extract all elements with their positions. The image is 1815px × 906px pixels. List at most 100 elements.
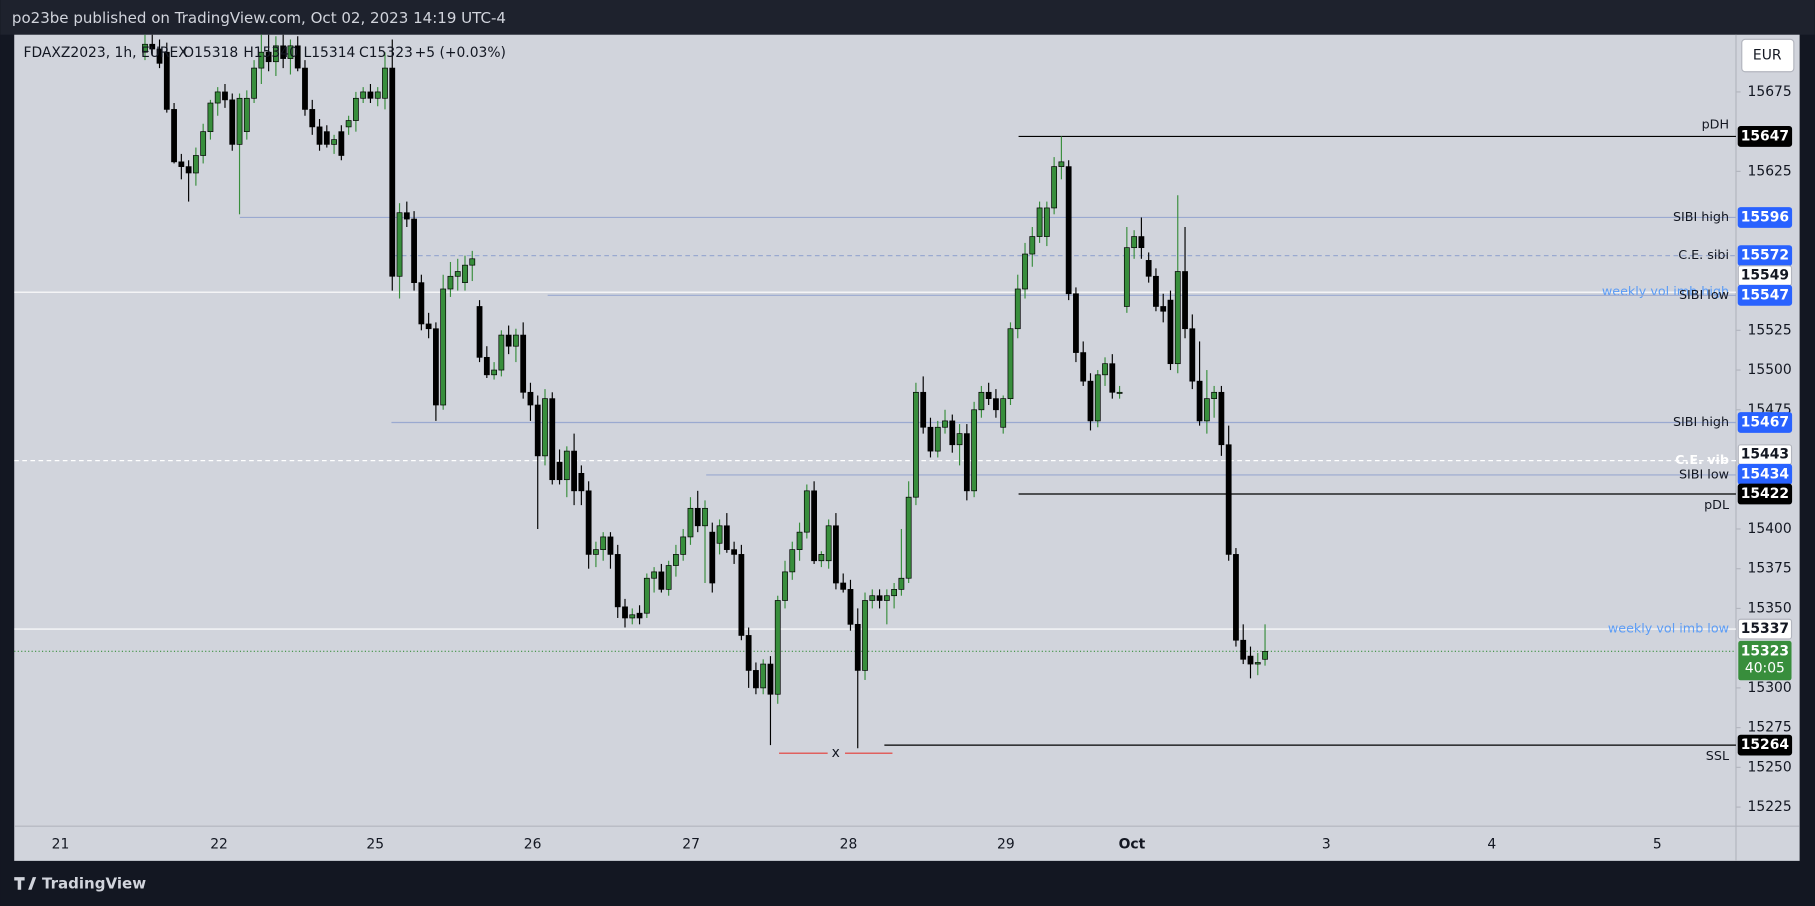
candle-body: [978, 391, 985, 411]
legend-high: H15340: [243, 45, 298, 61]
candle-body: [731, 549, 737, 555]
candle-body: [1240, 639, 1247, 660]
candle-body: [643, 577, 650, 614]
price-tag: [1737, 483, 1793, 505]
x-tick-label: 25: [366, 837, 384, 853]
candle-body: [1182, 271, 1188, 330]
price-tag-label: 15422: [1741, 486, 1789, 502]
candle-body: [549, 398, 556, 481]
candle-body: [1014, 288, 1021, 330]
candle-body: [949, 420, 956, 446]
candle-body: [498, 334, 505, 371]
price-tag: [1737, 207, 1793, 228]
candle-body: [513, 334, 519, 347]
candle-body: [1218, 391, 1225, 446]
candle-body: [163, 51, 170, 110]
candle-body: [142, 43, 148, 53]
overlay: 1522515250152751530015350153751540015475…: [52, 84, 1793, 853]
candle-body: [403, 212, 410, 220]
candle-body: [1087, 380, 1094, 422]
y-tick-label: 15250: [1748, 759, 1792, 775]
candle-body: [629, 614, 636, 619]
candle-body: [745, 635, 752, 671]
price-tag-label: 15443: [1741, 447, 1789, 463]
y-tick-label: 15275: [1748, 720, 1792, 736]
level-label: pDL: [1704, 497, 1730, 512]
candle-body: [1043, 207, 1050, 237]
price-tag: [1737, 734, 1793, 756]
candle-body: [1145, 260, 1152, 277]
x-tick-label: 29: [997, 837, 1015, 853]
price-tag: [1737, 126, 1793, 147]
level-label: SIBI low: [1679, 287, 1729, 302]
candle-body: [687, 507, 694, 538]
y-tick-label: 15500: [1748, 362, 1792, 378]
candle-body: [1036, 207, 1043, 237]
candle-body: [316, 126, 323, 145]
candle-body: [862, 600, 868, 671]
candle-body: [840, 582, 847, 590]
candle-body: [411, 218, 417, 283]
footer-brand: TradingView: [42, 875, 146, 893]
price-tag-label: 15572: [1741, 248, 1789, 264]
candle-body: [338, 131, 345, 156]
price-tag-label: 15337: [1741, 621, 1789, 637]
candle-body: [367, 91, 374, 99]
legend-close: C15323: [359, 45, 413, 61]
price-tag-label: 15434: [1741, 466, 1790, 482]
candle-body: [927, 426, 934, 452]
candle-body: [869, 595, 876, 601]
candle-body: [360, 91, 367, 99]
x-tick-label: 27: [682, 837, 700, 853]
candle-body: [651, 571, 657, 579]
candle-body: [1000, 398, 1007, 428]
x-tick-label: 28: [840, 837, 858, 853]
candle-body: [716, 525, 723, 544]
candle-body: [149, 43, 156, 50]
candle-body: [825, 525, 832, 562]
candle-body: [1102, 363, 1108, 376]
candle-body: [389, 67, 396, 277]
level-label: SSL: [1706, 748, 1730, 763]
x-tick-label: Oct: [1119, 837, 1146, 853]
level-label: weekly vol imb low: [1608, 621, 1729, 636]
candle-body: [222, 91, 228, 101]
currency-button[interactable]: [1741, 38, 1795, 73]
candle-body: [302, 67, 308, 110]
candle-body: [1189, 328, 1196, 382]
candle-body: [542, 398, 548, 457]
candle-body: [1247, 655, 1254, 665]
x-tick-label: 21: [52, 837, 70, 853]
publish-info: po23be published on TradingView.com, Oct…: [12, 9, 506, 27]
candle-body: [1065, 166, 1072, 295]
candle-body: [774, 600, 781, 695]
candle-body: [1254, 662, 1261, 665]
candle-body: [527, 391, 534, 406]
level-label: SIBI high: [1673, 209, 1729, 224]
currency[interactable]: EUR: [1753, 48, 1782, 64]
candle-body: [491, 369, 497, 376]
candle-body: [942, 420, 948, 428]
candle-body: [483, 356, 490, 376]
candle-body: [593, 549, 599, 555]
candle-body: [469, 258, 476, 266]
candle-body: [520, 334, 527, 393]
candle-body: [462, 264, 468, 283]
candle-body: [251, 67, 257, 99]
candle-body: [1029, 236, 1036, 255]
candle-body: [796, 531, 803, 550]
candle-body: [876, 595, 883, 601]
x-tick-label: 3: [1322, 837, 1331, 853]
candle-body: [454, 271, 461, 277]
chart-area: [14, 34, 1800, 861]
symbol: FDAXZ2023, 1h, EUREX: [23, 45, 188, 61]
candle-body: [1196, 380, 1203, 422]
price-tag: [1737, 618, 1793, 640]
candle-body: [563, 450, 570, 481]
candle-body: [258, 51, 265, 69]
candle-body: [847, 589, 854, 625]
candle-body: [985, 391, 992, 399]
candle-body: [956, 433, 963, 446]
candle-body: [789, 549, 796, 573]
